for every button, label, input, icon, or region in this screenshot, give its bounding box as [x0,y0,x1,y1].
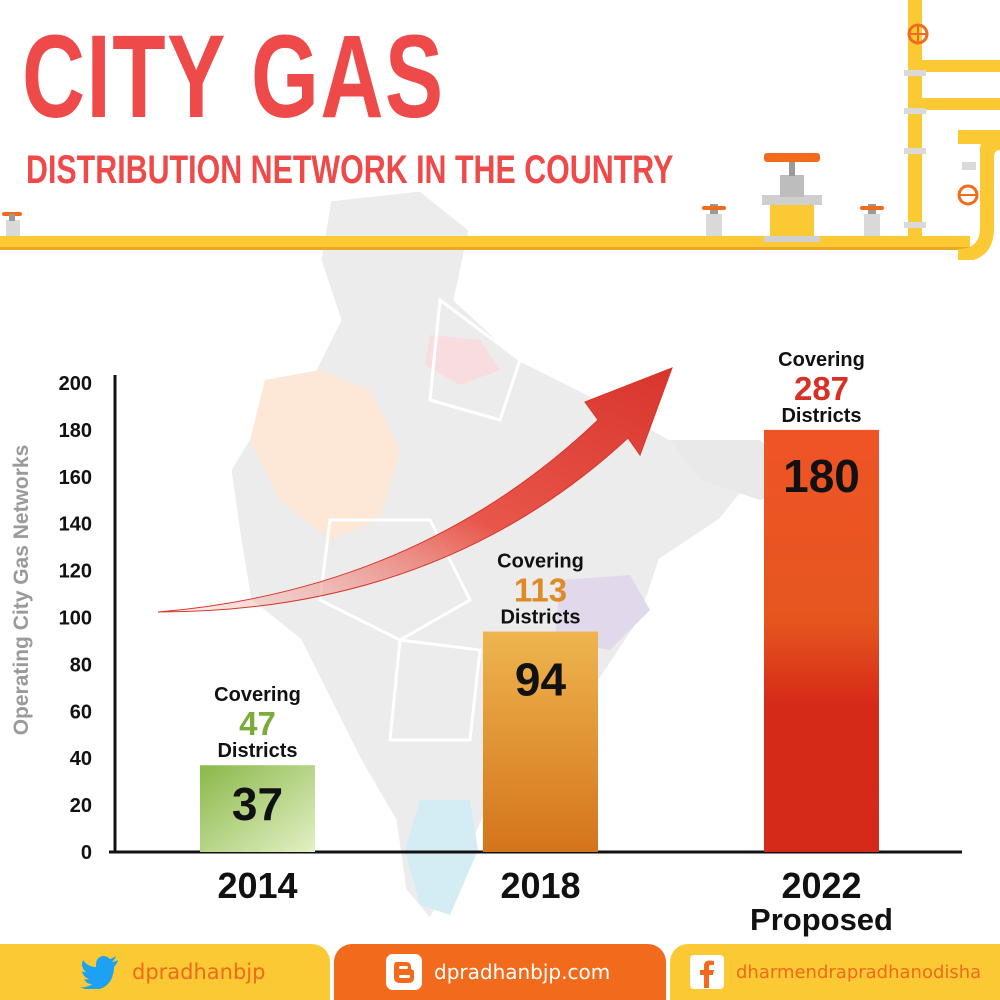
bar-2014 [200,765,315,852]
annotation-suffix: Districts [217,740,297,762]
y-tick-label: 0 [81,842,92,864]
growth-arrow [157,367,673,613]
y-tick-label: 180 [59,420,92,442]
annotation-prefix: Covering [497,551,584,573]
bar-value-label: 180 [783,450,860,502]
annotation-district-count: 47 [239,705,276,742]
y-tick-label: 200 [59,373,92,395]
y-tick-label: 120 [59,561,92,583]
facebook-icon [690,955,724,989]
x-category-label: 2022 [781,865,861,906]
twitter-handle: dpradhanbjp [132,960,266,984]
map-tamilnadu [405,800,478,915]
bar-2018 [483,631,598,852]
map-odisha [555,575,650,650]
y-tick-label: 80 [70,654,92,676]
twitter-link[interactable]: dpradhanbjp [0,944,330,1000]
valve-wheel-icon [907,23,929,45]
annotation-prefix: Covering [778,349,865,371]
bar-value-label: 37 [232,778,283,830]
page-title: CITY GAS [22,11,445,143]
valve-wheel-icon-2 [957,184,979,206]
y-tick-label: 140 [59,514,92,536]
gas-pipeline-illustration [0,0,1000,260]
blog-link[interactable]: dpradhanbjp.com [334,944,666,1000]
bar-value-label: 94 [515,654,567,706]
y-axis-label: Operating City Gas Networks [10,444,33,736]
blogger-icon [386,954,422,990]
footer-bar: dpradhanbjp dpradhanbjp.com dharmendrapr… [0,944,1000,1000]
y-tick-label: 60 [70,701,92,723]
map-rajasthan [250,370,400,540]
facebook-link[interactable]: dharmendrapradhanodisha [670,944,1000,1000]
page-subtitle: DISTRIBUTION NETWORK IN THE COUNTRY [26,148,674,192]
x-category-sublabel: Proposed [750,902,893,937]
facebook-page: dharmendrapradhanodisha [736,961,982,983]
annotation-suffix: Districts [781,405,861,427]
map-uttarakhand [425,335,500,385]
annotation-district-count: 113 [514,572,567,609]
bar-2022 [764,429,879,852]
twitter-bird-icon [80,956,118,989]
blog-url: dpradhanbjp.com [434,960,611,984]
y-tick-label: 40 [70,748,92,770]
annotation-district-count: 287 [794,370,849,407]
annotation-prefix: Covering [214,684,301,706]
annotation-suffix: Districts [500,607,580,629]
y-tick-label: 160 [59,467,92,489]
x-category-label: 2018 [500,865,580,906]
y-tick-label: 20 [70,795,92,817]
y-tick-label: 100 [59,608,92,630]
x-category-label: 2014 [217,865,297,906]
